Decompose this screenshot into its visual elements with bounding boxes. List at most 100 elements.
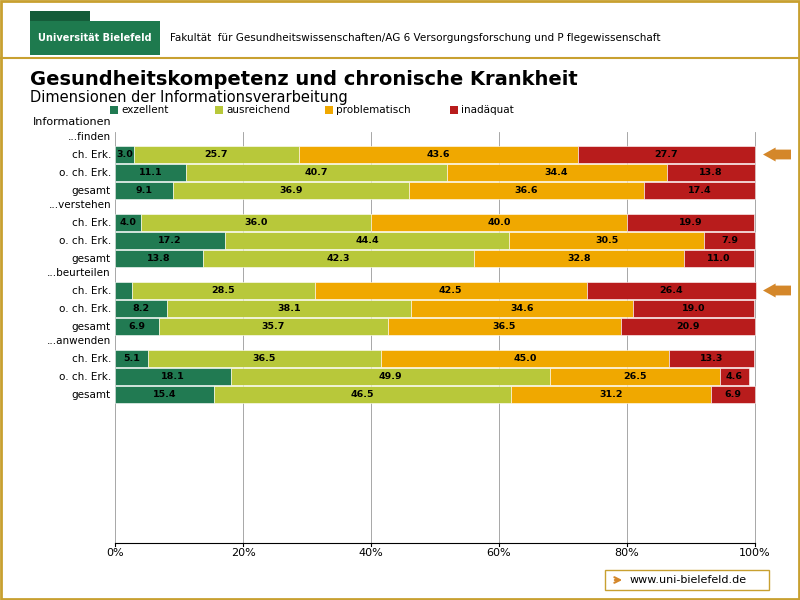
Text: ausreichend: ausreichend (226, 105, 290, 115)
Bar (711, 386, 755, 403)
Bar (115, 300, 167, 317)
Bar (132, 282, 314, 299)
Bar (115, 318, 159, 335)
Text: 42.5: 42.5 (439, 286, 462, 295)
Text: 20%: 20% (230, 548, 255, 558)
Text: 6.9: 6.9 (129, 322, 146, 331)
Text: o. ch. Erk.: o. ch. Erk. (58, 304, 111, 313)
Bar (627, 214, 754, 231)
Text: 17.4: 17.4 (687, 186, 711, 195)
Text: 26.5: 26.5 (623, 372, 646, 381)
Text: 36.9: 36.9 (279, 186, 303, 195)
Bar (134, 146, 298, 163)
Bar (550, 368, 720, 385)
Text: 8.2: 8.2 (133, 304, 150, 313)
Bar (388, 318, 622, 335)
Bar (644, 182, 755, 199)
Bar (115, 350, 148, 367)
Text: ch. Erk.: ch. Erk. (72, 286, 111, 295)
Bar (214, 386, 511, 403)
Bar (314, 282, 586, 299)
Text: 19.9: 19.9 (679, 218, 702, 227)
Bar (511, 386, 711, 403)
Bar (586, 282, 756, 299)
Text: gesamt: gesamt (72, 185, 111, 196)
Bar (298, 146, 578, 163)
Text: o. ch. Erk.: o. ch. Erk. (58, 235, 111, 245)
Bar (30, 11, 90, 21)
Bar (410, 182, 644, 199)
Bar (110, 106, 118, 114)
Text: 13.8: 13.8 (699, 168, 722, 177)
Text: 25.7: 25.7 (205, 150, 228, 159)
Bar (510, 232, 705, 249)
Bar (325, 106, 333, 114)
Text: exzellent: exzellent (121, 105, 168, 115)
Text: 13.8: 13.8 (147, 254, 171, 263)
Bar (203, 250, 474, 267)
Text: 19.0: 19.0 (682, 304, 706, 313)
Text: gesamt: gesamt (72, 389, 111, 400)
Text: problematisch: problematisch (336, 105, 410, 115)
Text: 36.5: 36.5 (493, 322, 516, 331)
Bar (705, 232, 755, 249)
Bar (231, 368, 550, 385)
Text: ch. Erk.: ch. Erk. (72, 149, 111, 160)
Text: 100%: 100% (739, 548, 771, 558)
Text: 6.9: 6.9 (725, 390, 742, 399)
Bar (446, 164, 666, 181)
Bar (622, 318, 755, 335)
Text: 34.6: 34.6 (510, 304, 534, 313)
Text: o. ch. Erk.: o. ch. Erk. (58, 371, 111, 382)
Bar (633, 300, 754, 317)
Text: ...anwenden: ...anwenden (46, 335, 111, 346)
Text: 60%: 60% (486, 548, 511, 558)
Bar (720, 368, 750, 385)
Bar (411, 300, 633, 317)
Text: 42.3: 42.3 (327, 254, 350, 263)
Text: 36.5: 36.5 (253, 354, 276, 363)
Bar (141, 214, 371, 231)
Text: Informationen: Informationen (32, 117, 111, 127)
Text: 30.5: 30.5 (595, 236, 618, 245)
Text: 38.1: 38.1 (278, 304, 302, 313)
Text: www.uni-bielefeld.de: www.uni-bielefeld.de (630, 575, 747, 585)
Text: 27.7: 27.7 (654, 150, 678, 159)
Bar (666, 164, 755, 181)
Text: o. ch. Erk.: o. ch. Erk. (58, 167, 111, 178)
Bar (115, 368, 231, 385)
Text: 49.9: 49.9 (378, 372, 402, 381)
Bar (115, 182, 174, 199)
Polygon shape (763, 283, 791, 298)
Text: 11.0: 11.0 (707, 254, 731, 263)
Text: 40%: 40% (358, 548, 383, 558)
Text: ch. Erk.: ch. Erk. (72, 217, 111, 227)
Text: 43.6: 43.6 (426, 150, 450, 159)
Text: 7.9: 7.9 (722, 236, 738, 245)
Text: 13.3: 13.3 (700, 354, 723, 363)
Text: 34.4: 34.4 (545, 168, 568, 177)
Text: 9.1: 9.1 (136, 186, 153, 195)
Text: 36.6: 36.6 (514, 186, 538, 195)
Polygon shape (763, 148, 791, 161)
Text: 40.7: 40.7 (305, 168, 328, 177)
Text: 44.4: 44.4 (355, 236, 379, 245)
Bar (684, 250, 754, 267)
Text: 11.1: 11.1 (138, 168, 162, 177)
Bar (30, 21, 160, 55)
Bar (115, 164, 186, 181)
Text: 28.5: 28.5 (212, 286, 235, 295)
Text: gesamt: gesamt (72, 322, 111, 331)
Text: 0%: 0% (106, 548, 124, 558)
Text: 32.8: 32.8 (567, 254, 591, 263)
Bar (115, 282, 132, 299)
Text: Dimensionen der Informationsverarbeitung: Dimensionen der Informationsverarbeitung (30, 90, 348, 105)
Text: gesamt: gesamt (72, 253, 111, 263)
Text: 20.9: 20.9 (676, 322, 700, 331)
Bar (115, 386, 214, 403)
Bar (115, 232, 225, 249)
Bar (174, 182, 410, 199)
Bar (115, 146, 134, 163)
Text: 4.0: 4.0 (119, 218, 136, 227)
Text: 5.1: 5.1 (123, 354, 140, 363)
